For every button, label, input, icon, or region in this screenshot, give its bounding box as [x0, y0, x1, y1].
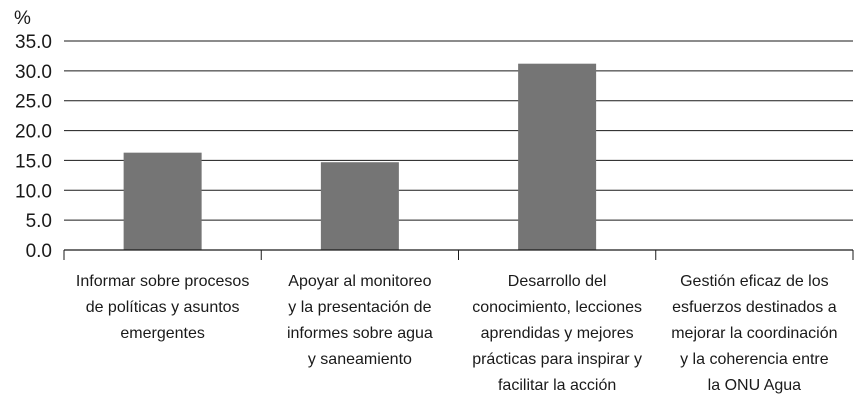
category-label-line: mejorar la coordinación: [671, 325, 837, 342]
category-label-line: informes sobre agua: [287, 325, 433, 342]
category-label-line: y la presentación de: [288, 299, 431, 316]
category-label-line: Gestión eficaz de los: [680, 273, 829, 290]
category-label-line: conocimiento, lecciones: [472, 299, 642, 316]
y-tick-label: 5.0: [26, 211, 52, 232]
y-tick-label: 20.0: [15, 122, 52, 143]
category-label-line: Desarrollo del: [508, 273, 607, 290]
bar: [320, 162, 399, 250]
bar: [123, 152, 202, 250]
category-label-line: y saneamiento: [308, 351, 412, 368]
category-label-line: prácticas para inspirar y: [472, 351, 642, 368]
category-label-line: y la coherencia entre: [680, 351, 829, 368]
bar: [518, 63, 597, 250]
category-label: Desarrollo del conocimiento, lecciones apr…: [472, 273, 642, 394]
y-tick-label: 15.0: [15, 151, 52, 172]
category-label-line: la ONU Agua: [708, 377, 801, 394]
y-tick-label: 30.0: [15, 62, 52, 83]
category-labels: Informar sobre procesos de políticas y as…: [76, 273, 838, 394]
y-tick-label: 25.0: [15, 92, 52, 113]
category-label: Gestión eficaz de los esfuerzos destinado…: [671, 273, 837, 394]
y-tick-label: 0.0: [26, 241, 52, 262]
y-tick-labels: 0.0 5.0 10.0 15.0 20.0 25.0 30.0 35.0: [15, 32, 52, 262]
category-label-line: Apoyar al monitoreo: [288, 273, 431, 290]
category-label: Informar sobre procesos de políticas y as…: [76, 273, 249, 342]
y-tick-label: 35.0: [15, 32, 52, 53]
category-label-line: emergentes: [120, 325, 205, 342]
bars: [123, 63, 597, 250]
y-tick-label: 10.0: [15, 181, 52, 202]
category-label-line: facilitar la acción: [498, 377, 616, 394]
x-axis: [63, 249, 854, 260]
y-axis-unit-label: %: [14, 8, 31, 29]
category-label-line: Informar sobre procesos: [76, 273, 249, 290]
category-label: Apoyar al monitoreo y la presentación de i…: [287, 273, 433, 368]
category-label-line: de políticas y asuntos: [86, 299, 240, 316]
category-label-line: aprendidas y mejores: [481, 325, 634, 342]
category-label-line: esfuerzos destinados a: [672, 299, 837, 316]
